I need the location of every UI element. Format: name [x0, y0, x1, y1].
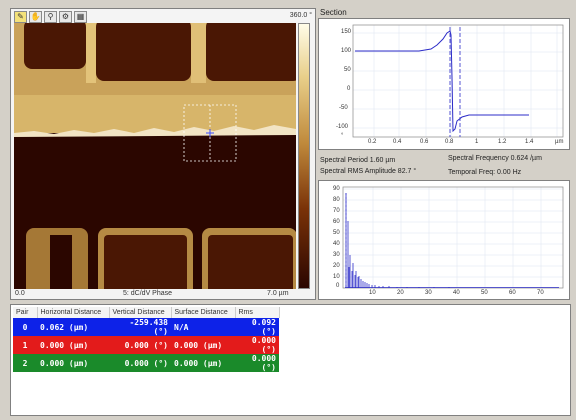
spectrum-y-tick: 0 — [336, 283, 340, 289]
section-title: Section — [320, 8, 347, 17]
cell-pair: 1 — [13, 336, 37, 354]
spectrum-x-tick: 60 — [509, 290, 516, 296]
grid-icon[interactable]: ▦ — [74, 11, 87, 23]
section-profile-line — [355, 30, 529, 133]
spectrum-y-tick: 70 — [333, 208, 340, 214]
section-x-tick: 0.6 — [420, 139, 429, 145]
afm-top-pad-mid — [96, 23, 191, 81]
x-end-label: 7.0 µm — [267, 290, 289, 297]
spectrum-x-tick: 20 — [397, 290, 404, 296]
section-y-unit: ° — [341, 133, 344, 139]
afm-bottom-gap — [50, 235, 72, 289]
spectral-frequency: Spectral Frequency 0.624 /µm — [448, 155, 542, 162]
spectrum-plot[interactable]: 90 80 70 60 50 40 30 20 10 0 10 20 30 40… — [318, 180, 570, 300]
cell-pair: 2 — [13, 354, 37, 372]
measurement-table: Pair Horizontal Distance Vertical Distan… — [13, 307, 280, 372]
header-horizontal-distance: Horizontal Distance — [37, 307, 110, 318]
spectrum-x-tick: 30 — [425, 290, 432, 296]
section-y-tick: -50 — [339, 105, 348, 111]
image-panel: ✎ ✋ ⚲ ⚙ ▦ 360.0 ° 0.0 5: dC/ — [10, 8, 316, 300]
colorbar — [298, 23, 310, 289]
spectrum-y-tick: 90 — [333, 186, 340, 192]
cell-horizontal-distance: 0.000 (µm) — [37, 354, 109, 372]
spectrum-y-tick: 40 — [333, 241, 340, 247]
cell-rms: 0.092 (°) — [235, 318, 279, 336]
cell-horizontal-distance: 0.000 (µm) — [37, 336, 109, 354]
spectrum-y-tick: 20 — [333, 263, 340, 269]
table-row[interactable]: 2 0.000 (µm) 0.000 (°) 0.000 (µm) 0.000 … — [13, 354, 279, 372]
cell-surface-distance: N/A — [171, 318, 235, 336]
section-y-tick: 50 — [344, 67, 351, 73]
spectrum-x-tick: 50 — [481, 290, 488, 296]
spectral-rms-amplitude: Spectral RMS Amplitude 82.7 ° — [320, 168, 417, 175]
spectrum-plot-frame — [342, 186, 564, 289]
afm-bottom-pad-right-inner — [208, 235, 293, 289]
header-pair: Pair — [13, 307, 38, 318]
temporal-frequency: Temporal Freq: 0.00 Hz — [448, 169, 522, 176]
section-y-tick: -100 — [336, 124, 349, 130]
section-x-tick: 1.2 — [498, 139, 507, 145]
cell-rms: 0.000 (°) — [235, 336, 279, 354]
header-rms: Rms — [235, 307, 280, 318]
cell-horizontal-distance: 0.062 (µm) — [37, 318, 109, 336]
spectrum-x-tick: 70 — [537, 290, 544, 296]
spectrum-bars — [345, 193, 450, 288]
section-x-tick: 1 — [475, 139, 479, 145]
cell-pair: 0 — [13, 318, 37, 336]
section-y-tick: 150 — [341, 29, 352, 35]
afm-top-pad-left — [24, 23, 86, 69]
table-header-row: Pair Horizontal Distance Vertical Distan… — [13, 307, 280, 318]
afm-top-gap-highlight — [86, 23, 96, 83]
cursor-cross-icon[interactable] — [206, 129, 214, 137]
spectrum-x-tick: 40 — [453, 290, 460, 296]
header-vertical-distance: Vertical Distance — [109, 307, 172, 318]
section-x-tick: 0.8 — [445, 139, 454, 145]
section-x-tick: 0.2 — [368, 139, 377, 145]
table-row[interactable]: 1 0.000 (µm) 0.000 (°) 0.000 (µm) 0.000 … — [13, 336, 279, 354]
section-y-tick: 0 — [347, 86, 351, 92]
spectrum-y-tick: 30 — [333, 252, 340, 258]
cell-surface-distance: 0.000 (µm) — [171, 354, 235, 372]
section-plot-frame — [352, 24, 564, 138]
section-x-tick: 0.4 — [393, 139, 402, 145]
spectrum-y-tick: 50 — [333, 230, 340, 236]
cell-surface-distance: 0.000 (µm) — [171, 336, 235, 354]
spectrum-y-tick: 10 — [333, 274, 340, 280]
section-x-tick: 1.4 — [525, 139, 534, 145]
section-gridlines — [353, 25, 563, 137]
afm-step-edge — [14, 125, 296, 137]
afm-top-gap-highlight-2 — [191, 23, 206, 83]
gear-icon[interactable]: ⚙ — [59, 11, 72, 23]
afm-top-pad-right — [206, 23, 296, 81]
spectrum-gridlines — [343, 187, 563, 288]
zoom-icon[interactable]: ⚲ — [44, 11, 57, 23]
spectrum-y-tick: 60 — [333, 219, 340, 225]
spectral-period: Spectral Period 1.60 µm — [320, 157, 396, 164]
afm-horizontal-bar — [14, 95, 296, 133]
colorbar-max-label: 360.0 ° — [289, 12, 312, 19]
spectrum-x-tick: 10 — [369, 290, 376, 296]
afm-bottom-pad-mid-inner — [104, 235, 187, 289]
channel-label: 5: dC/dV Phase — [123, 290, 173, 297]
section-x-unit: µm — [555, 139, 564, 145]
x-start-label: 0.0 — [15, 290, 25, 297]
cell-vertical-distance: 0.000 (°) — [109, 354, 171, 372]
table-row[interactable]: 0 0.062 (µm) -259.438 (°) N/A 0.092 (°) — [13, 318, 279, 336]
section-plot[interactable]: 150 100 50 0 -50 -100 ° 0.2 0.4 0.6 0.8 … — [318, 18, 570, 150]
afm-image[interactable] — [14, 23, 296, 289]
pencil-icon[interactable]: ✎ — [14, 11, 27, 23]
cell-vertical-distance: 0.000 (°) — [109, 336, 171, 354]
header-surface-distance: Surface Distance — [171, 307, 236, 318]
spectrum-y-tick: 80 — [333, 197, 340, 203]
section-y-tick: 100 — [341, 48, 352, 54]
pan-hand-icon[interactable]: ✋ — [29, 11, 42, 23]
cell-rms: 0.000 (°) — [235, 354, 279, 372]
cell-vertical-distance: -259.438 (°) — [109, 318, 171, 336]
